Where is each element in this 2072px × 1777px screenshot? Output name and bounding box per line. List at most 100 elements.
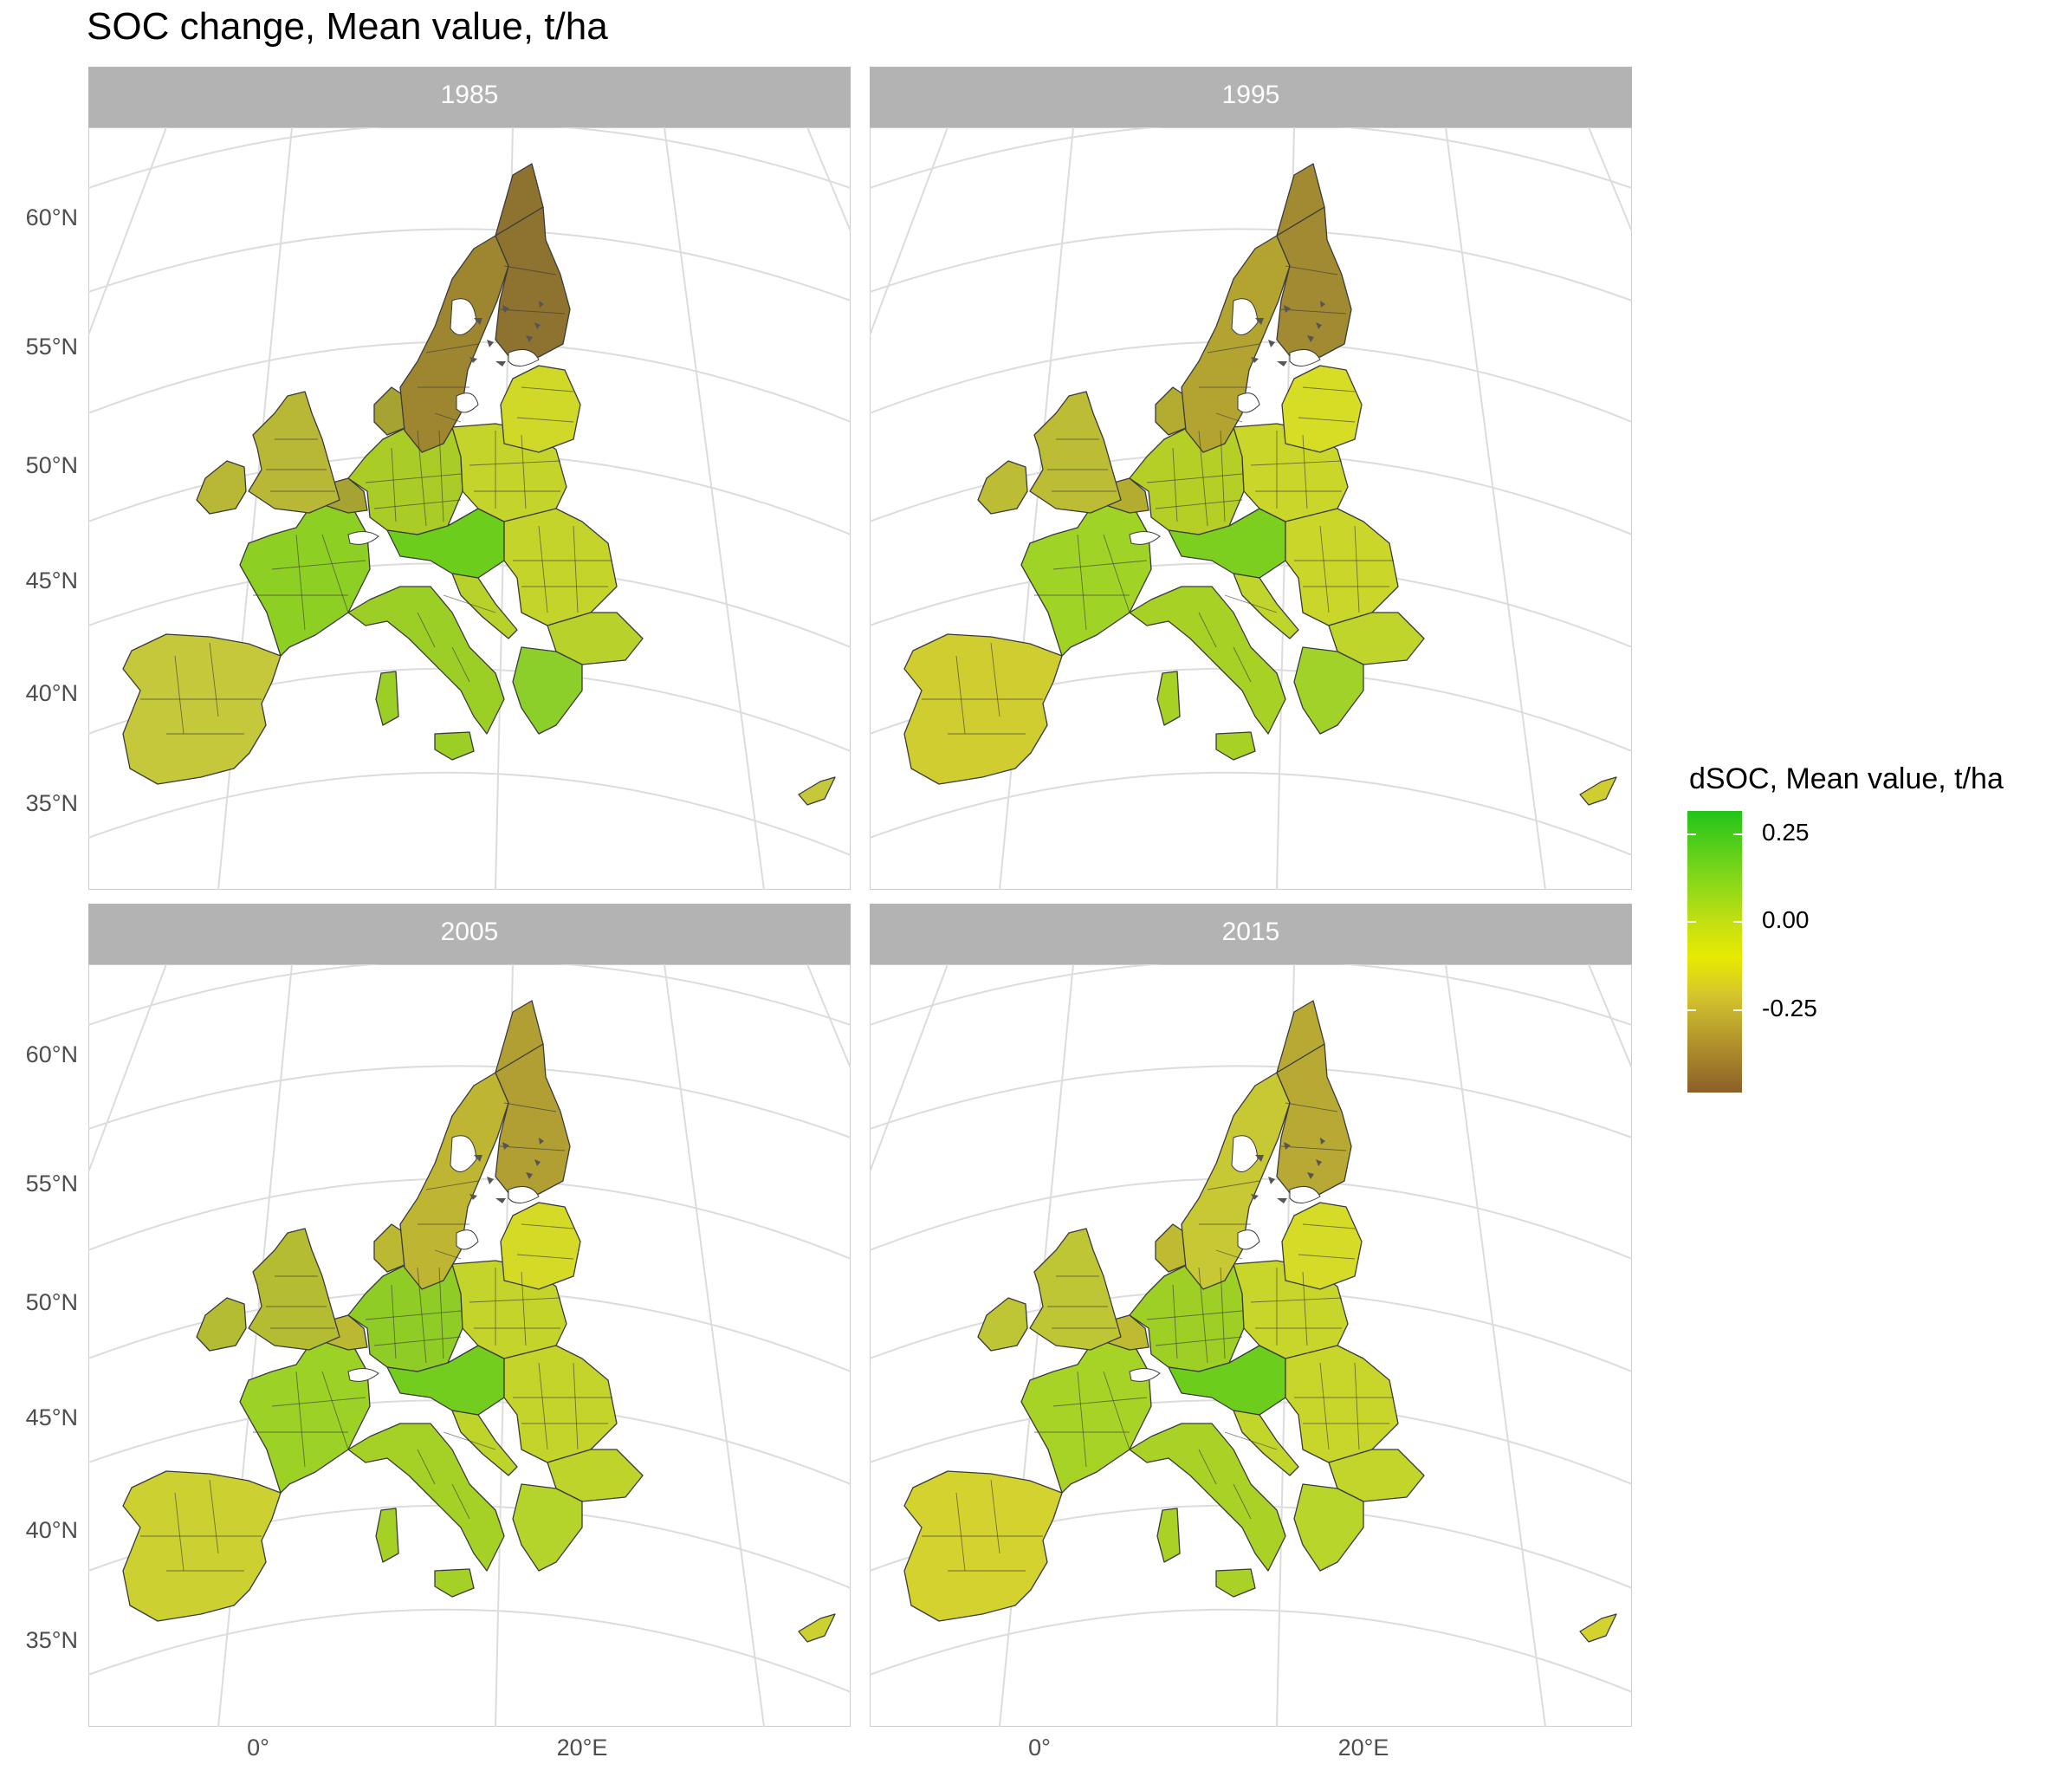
region-sweden [1181,1072,1291,1290]
region-great-britain [248,1228,340,1351]
water-body [508,1185,540,1203]
region-cyprus [1579,776,1617,806]
region-lapland-north [495,163,544,237]
region-greece [512,646,583,735]
water-body [1231,1135,1259,1172]
region-greece [512,1483,583,1572]
region-baltics [500,365,581,453]
water-body [456,1229,479,1250]
lat-label-45: 45°N [25,1404,78,1430]
region-great-britain [1029,391,1122,514]
region-lapland-north [495,1000,544,1073]
legend-tick [1733,921,1742,923]
region-iberia [122,633,282,785]
water-body [1237,1229,1260,1250]
region-cyprus [798,776,836,806]
water-body [1289,1185,1321,1203]
map-panel-1995 [870,127,1632,890]
lat-label-40: 40°N [25,680,78,706]
lat-label-35: 35°N [25,790,78,816]
water-body [347,1368,379,1382]
legend-tick [1687,921,1696,923]
region-croatia-slovenia [451,1410,518,1476]
lon-label-0: 0° [1028,1735,1051,1761]
region-great-britain [248,391,340,514]
water-body [347,531,379,545]
lon-label-20e: 20°E [556,1735,608,1761]
region-croatia-slovenia [451,573,518,639]
region-sicily [1215,731,1256,761]
region-sardinia [1156,1508,1181,1563]
region-great-britain [1029,1228,1122,1351]
region-sicily [434,731,475,761]
water-body [508,348,540,366]
legend-colorbar [1687,811,1742,1093]
region-sardinia [375,1508,399,1563]
water-body [1231,298,1259,335]
map-panel-2015 [870,964,1632,1727]
lon-label-0: 0° [247,1735,269,1761]
water-body [1289,348,1321,366]
region-ireland [977,460,1028,515]
panel-label: 1985 [440,81,499,109]
region-sweden [399,1072,509,1290]
map-panel-1985 [88,127,851,890]
region-italy [1129,586,1286,735]
region-italy [347,586,505,735]
legend-tick [1733,1009,1742,1011]
region-sicily [1215,1568,1256,1598]
legend-title: dSOC, Mean value, t/ha [1689,762,2004,795]
region-croatia-slovenia [1233,1410,1299,1476]
region-ireland [196,460,247,515]
legend-label-low: -0.25 [1762,995,1817,1021]
legend-label-high: 0.25 [1762,819,1810,846]
region-baltics [1281,365,1363,453]
lat-label-60: 60°N [25,204,78,230]
region-baltics [500,1202,581,1290]
water-body [1129,1368,1161,1382]
region-lapland-north [1276,1000,1325,1073]
panel-label: 2005 [440,918,499,946]
legend-tick [1687,1009,1696,1011]
lat-label-50: 50°N [25,1289,78,1315]
panel-label: 2015 [1221,918,1280,946]
lat-label-60: 60°N [25,1041,78,1067]
region-baltics [1281,1202,1363,1290]
panel-strip-1985: 1985 [88,67,851,127]
map-panel-2005 [88,964,851,1727]
region-ireland [196,1297,247,1352]
region-ireland [977,1297,1028,1352]
lat-label-40: 40°N [25,1517,78,1543]
water-body [456,392,479,413]
water-body [450,298,477,335]
legend-label-mid: 0.00 [1762,906,1810,933]
region-iberia [903,633,1063,785]
region-cyprus [798,1613,836,1643]
region-sardinia [1156,671,1181,726]
region-sweden [1181,235,1291,453]
region-sicily [434,1568,475,1598]
region-sardinia [375,671,399,726]
lat-label-55: 55°N [25,1171,78,1197]
legend-tick [1733,833,1742,835]
region-iberia [903,1470,1063,1622]
water-body [450,1135,477,1172]
region-italy [1129,1423,1286,1572]
legend-tick [1687,833,1696,835]
region-greece [1293,1483,1364,1572]
region-lapland-north [1276,163,1325,237]
panel-strip-2015: 2015 [870,904,1632,964]
region-sweden [399,235,509,453]
lat-label-50: 50°N [25,452,78,478]
lat-label-55: 55°N [25,334,78,360]
region-cyprus [1579,1613,1617,1643]
lon-label-20e: 20°E [1337,1735,1389,1761]
region-croatia-slovenia [1233,573,1299,639]
region-italy [347,1423,505,1572]
region-greece [1293,646,1364,735]
panel-strip-2005: 2005 [88,904,851,964]
lat-label-45: 45°N [25,567,78,593]
water-body [1237,392,1260,413]
region-iberia [122,1470,282,1622]
panel-strip-1995: 1995 [870,67,1632,127]
